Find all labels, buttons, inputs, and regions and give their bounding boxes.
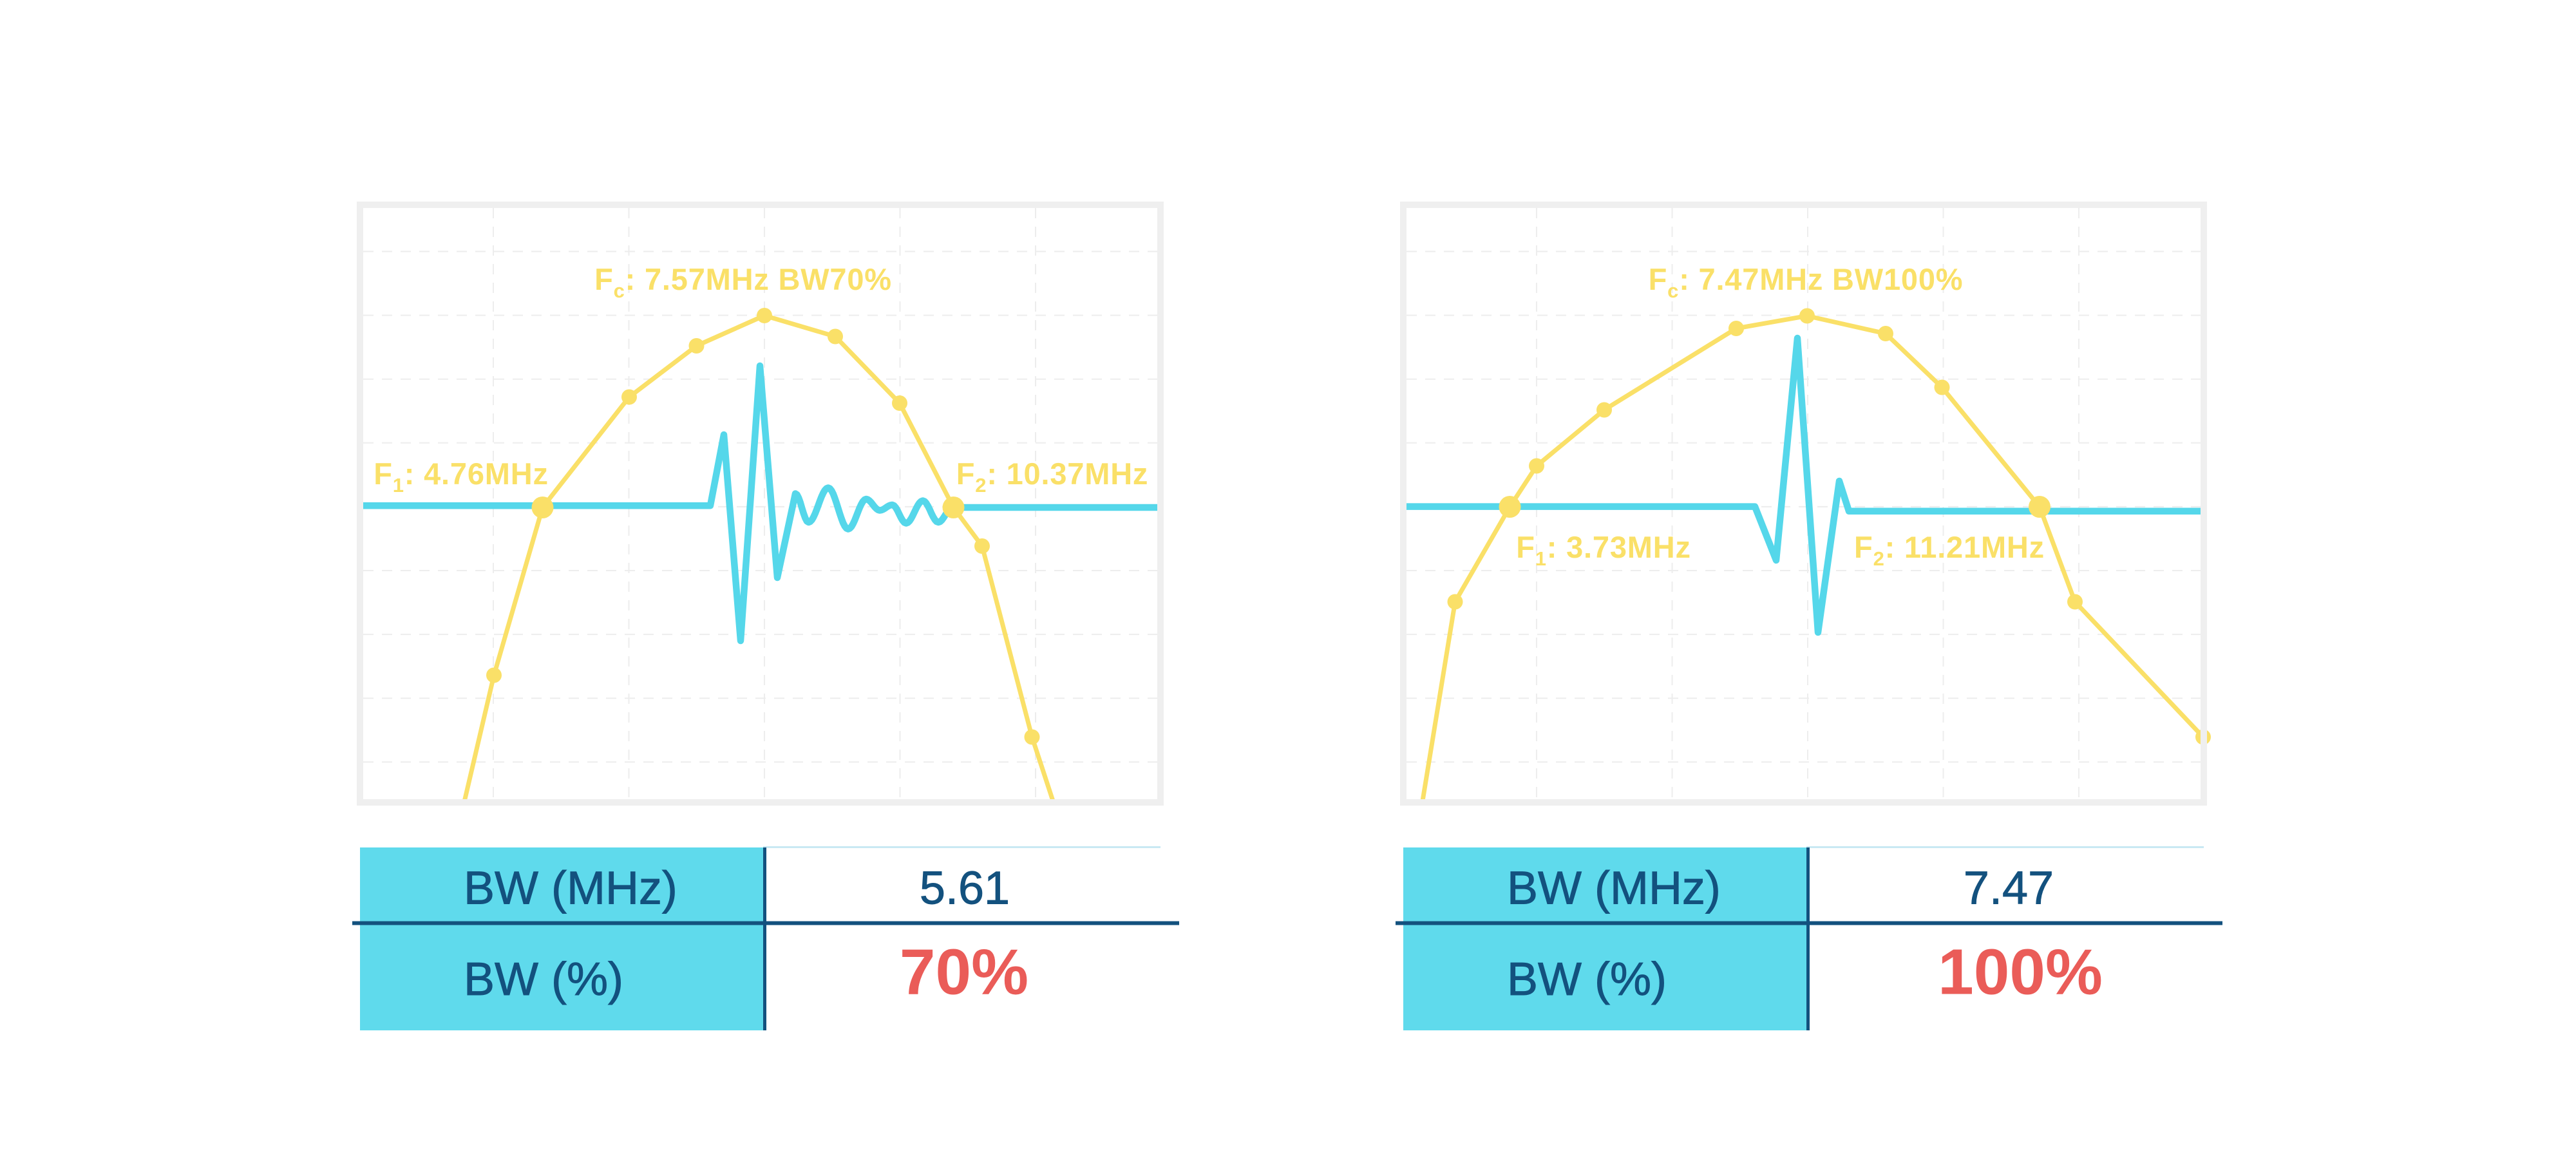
svg-text:5.61: 5.61: [920, 863, 1010, 914]
svg-text:Fc: 7.57MHz BW70%: Fc: 7.57MHz BW70%: [594, 262, 892, 302]
svg-text:Fc: 7.47MHz BW100%: Fc: 7.47MHz BW100%: [1649, 262, 1964, 302]
svg-text:BW (MHz): BW (MHz): [1507, 863, 1721, 914]
svg-text:F2: 11.21MHz: F2: 11.21MHz: [1854, 530, 2045, 570]
svg-text:70%: 70%: [900, 936, 1028, 1008]
svg-text:F1: 4.76MHz: F1: 4.76MHz: [374, 457, 549, 497]
svg-text:BW (MHz): BW (MHz): [464, 863, 677, 914]
svg-text:BW (%): BW (%): [464, 954, 623, 1005]
svg-text:100%: 100%: [1938, 936, 2103, 1008]
svg-text:BW (%): BW (%): [1507, 954, 1667, 1005]
svg-text:F2: 10.37MHz: F2: 10.37MHz: [956, 457, 1148, 497]
svg-text:7.47: 7.47: [1964, 863, 2054, 914]
